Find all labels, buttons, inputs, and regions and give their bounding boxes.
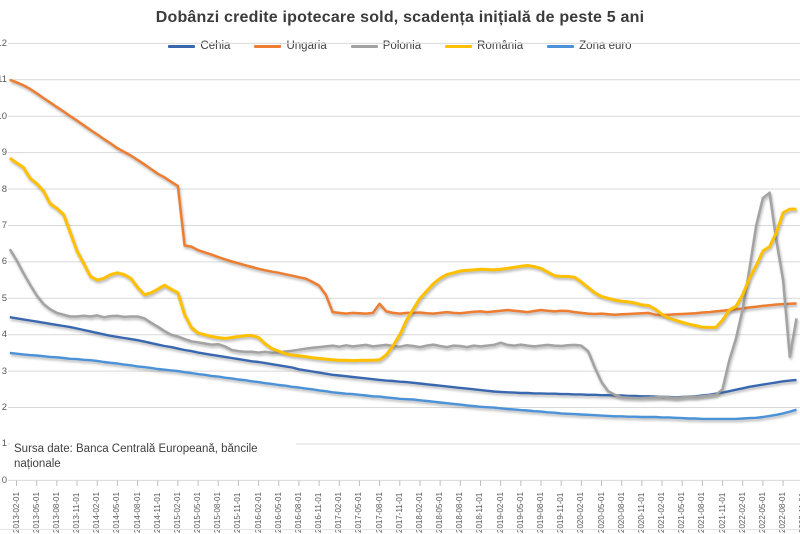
y-axis-tick-label: 9 bbox=[1, 147, 7, 159]
x-axis-tick-label: 2016-08-01 bbox=[293, 492, 303, 533]
x-axis-tick-label: 2016-11-01 bbox=[314, 492, 324, 533]
x-axis-tick-label: 2015-08-01 bbox=[213, 492, 223, 533]
x-axis-tick-label: 2013-11-01 bbox=[72, 492, 82, 533]
chart-bottom-border bbox=[0, 529, 800, 530]
polonia-line-swatch-icon bbox=[350, 44, 378, 48]
x-axis-tick-label: 2018-08-01 bbox=[455, 492, 465, 533]
y-axis-tick-label: 6 bbox=[1, 256, 7, 268]
y-axis-tick-label: 10 bbox=[0, 110, 7, 122]
y-axis-tick-label: 4 bbox=[1, 329, 7, 341]
x-axis-tick-label: 2021-02-01 bbox=[657, 492, 667, 533]
x-axis-tick-label: 2019-02-01 bbox=[495, 492, 505, 533]
y-axis-tick-label: 8 bbox=[1, 183, 7, 195]
x-axis-tick-label: 2020-02-01 bbox=[576, 492, 586, 533]
x-axis-tick-label: 2014-05-01 bbox=[112, 492, 122, 533]
y-axis-tick-label: 0 bbox=[1, 474, 7, 486]
x-axis-tick-label: 2017-05-01 bbox=[354, 492, 364, 533]
x-axis-tick-label: 2022-05-01 bbox=[757, 492, 767, 533]
ungaria-line-swatch-icon bbox=[254, 44, 282, 48]
x-axis-tick-label: 2014-02-01 bbox=[92, 492, 102, 533]
x-axis-tick-label: 2020-08-01 bbox=[616, 492, 626, 533]
x-axis-tick-label: 2021-11-01 bbox=[717, 492, 727, 533]
x-axis-tick-label: 2017-02-01 bbox=[334, 492, 344, 533]
series-line-ungaria bbox=[9, 78, 797, 317]
x-axis-tick-label: 2021-08-01 bbox=[697, 492, 707, 533]
x-axis-tick-label: 2020-05-01 bbox=[596, 492, 606, 533]
x-axis-tick-label: 2016-02-01 bbox=[253, 492, 263, 533]
x-axis-tick-label: 2017-08-01 bbox=[374, 492, 384, 533]
series-line-zona-euro bbox=[9, 351, 797, 421]
x-axis-tick-label: 2015-02-01 bbox=[172, 492, 182, 533]
zona-euro-line-swatch-icon bbox=[547, 44, 575, 48]
y-axis-tick-label: 12 bbox=[0, 37, 7, 49]
x-axis-tick-label: 2013-08-01 bbox=[51, 492, 61, 533]
x-axis-tick-label: 2021-05-01 bbox=[677, 492, 687, 533]
y-axis-tick-label: 1 bbox=[1, 438, 7, 450]
y-axis-tick-label: 5 bbox=[1, 292, 7, 304]
chart-title: Dobânzi credite ipotecare sold, scadența… bbox=[155, 9, 645, 26]
x-axis-tick-label: 2019-11-01 bbox=[556, 492, 566, 533]
x-axis-tick-label: 2016-05-01 bbox=[273, 492, 283, 533]
x-axis-tick-label: 2022-02-01 bbox=[737, 492, 747, 533]
x-axis-tick-label: 2017-11-01 bbox=[394, 492, 404, 533]
series-line-polonia bbox=[8, 191, 798, 400]
x-axis-tick-label: 2022-08-01 bbox=[778, 492, 788, 533]
x-axis-tick-label: 2019-08-01 bbox=[535, 492, 545, 533]
x-axis-tick-label: 2014-11-01 bbox=[152, 492, 162, 533]
romania-line-swatch-icon bbox=[445, 44, 473, 48]
y-axis-tick-label: 11 bbox=[0, 74, 7, 86]
x-axis-tick-label: 2013-05-01 bbox=[31, 492, 41, 533]
x-axis-tick-label: 2014-08-01 bbox=[132, 492, 142, 533]
source-note-line2: naționale bbox=[14, 458, 61, 470]
x-axis-tick-label: 2020-11-01 bbox=[636, 492, 646, 533]
x-axis-tick-label: 2018-05-01 bbox=[435, 492, 445, 533]
x-axis-tick-label: 2018-11-01 bbox=[475, 492, 485, 533]
y-axis-tick-label: 2 bbox=[1, 402, 7, 414]
y-axis-tick-label: 7 bbox=[1, 219, 7, 231]
x-axis-tick-label: 2015-05-01 bbox=[193, 492, 203, 533]
source-note: Sursa date: Banca Centrală Europeană, bă… bbox=[10, 437, 296, 478]
cehia-line-swatch-icon bbox=[168, 44, 196, 48]
x-axis-tick-label: 2015-11-01 bbox=[233, 492, 243, 533]
y-axis-tick-label: 3 bbox=[1, 365, 7, 377]
x-axis-tick-label: 2019-05-01 bbox=[515, 492, 525, 533]
series-line-românia bbox=[8, 156, 797, 363]
x-axis-tick-label: 2018-02-01 bbox=[414, 492, 424, 533]
source-note-line1: Sursa date: Banca Centrală Europeană, bă… bbox=[14, 443, 258, 455]
x-axis-tick-label: 2013-02-01 bbox=[11, 492, 21, 533]
